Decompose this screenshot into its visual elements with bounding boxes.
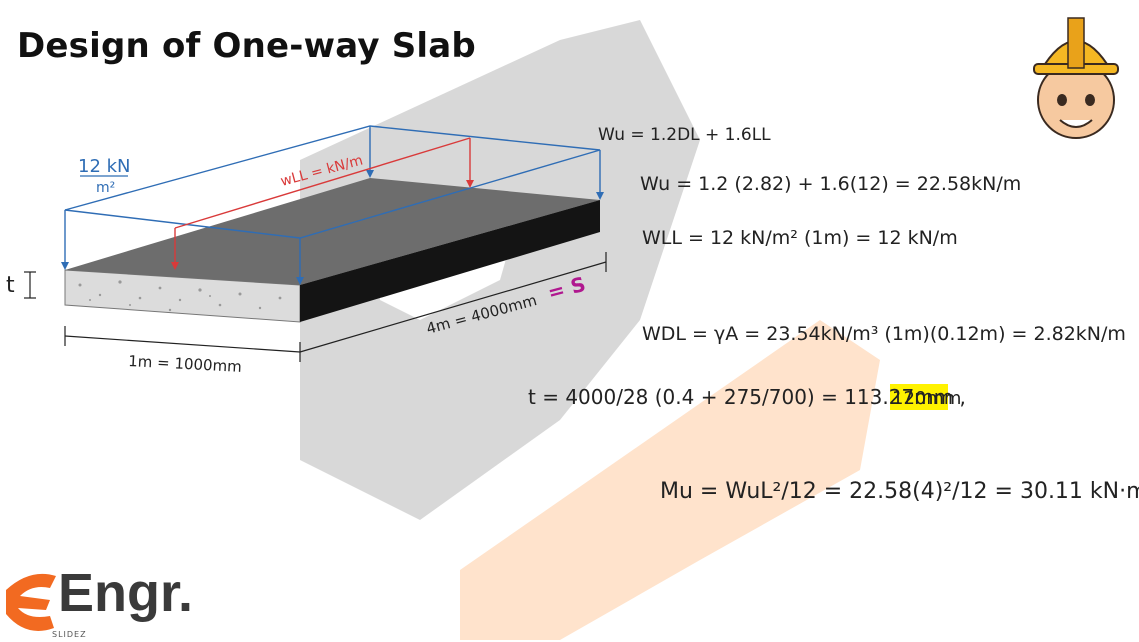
engineer-hardhat-avatar bbox=[1033, 17, 1119, 139]
slab-side-face bbox=[300, 200, 600, 322]
highlight bbox=[890, 384, 948, 410]
live-load-line bbox=[174, 137, 471, 268]
thickness-final: 120mm bbox=[892, 388, 961, 409]
thickness-label: t bbox=[6, 273, 15, 298]
moment-equation: Mu = WuL²/12 = 22.58(4)²/12 = 30.11 kN·m bbox=[660, 479, 1139, 504]
watermark-orange-band bbox=[460, 320, 880, 640]
total-load-den: m² bbox=[96, 180, 115, 196]
blue-arrowheads bbox=[61, 170, 604, 285]
aggregate-texture bbox=[78, 280, 282, 312]
total-load-box bbox=[64, 125, 601, 283]
logo-subtext: SLIDEZ bbox=[52, 630, 87, 639]
wu-definition: Wu = 1.2DL + 1.6LL bbox=[598, 125, 771, 145]
wu-calculation: Wu = 1.2 (2.82) + 1.6(12) = 22.58kN/m bbox=[640, 173, 1021, 195]
page-title: Design of One-way Slab bbox=[17, 26, 476, 66]
wdl-equation: WDL = γA = 23.54kN/m³ (1m)(0.12m) = 2.82… bbox=[642, 323, 1126, 345]
width-label: 1m = 1000mm bbox=[128, 352, 242, 376]
logo-text: Engr. bbox=[58, 563, 194, 623]
total-load-num: 12 kN bbox=[78, 156, 131, 177]
wll-equation: WLL = 12 kN/m² (1m) = 12 kN/m bbox=[642, 227, 958, 249]
thickness-equation: t = 4000/28 (0.4 + 275/700) = 113.27mm , bbox=[528, 385, 966, 409]
slab-top-face bbox=[65, 178, 600, 285]
dimension-lines bbox=[24, 252, 607, 362]
